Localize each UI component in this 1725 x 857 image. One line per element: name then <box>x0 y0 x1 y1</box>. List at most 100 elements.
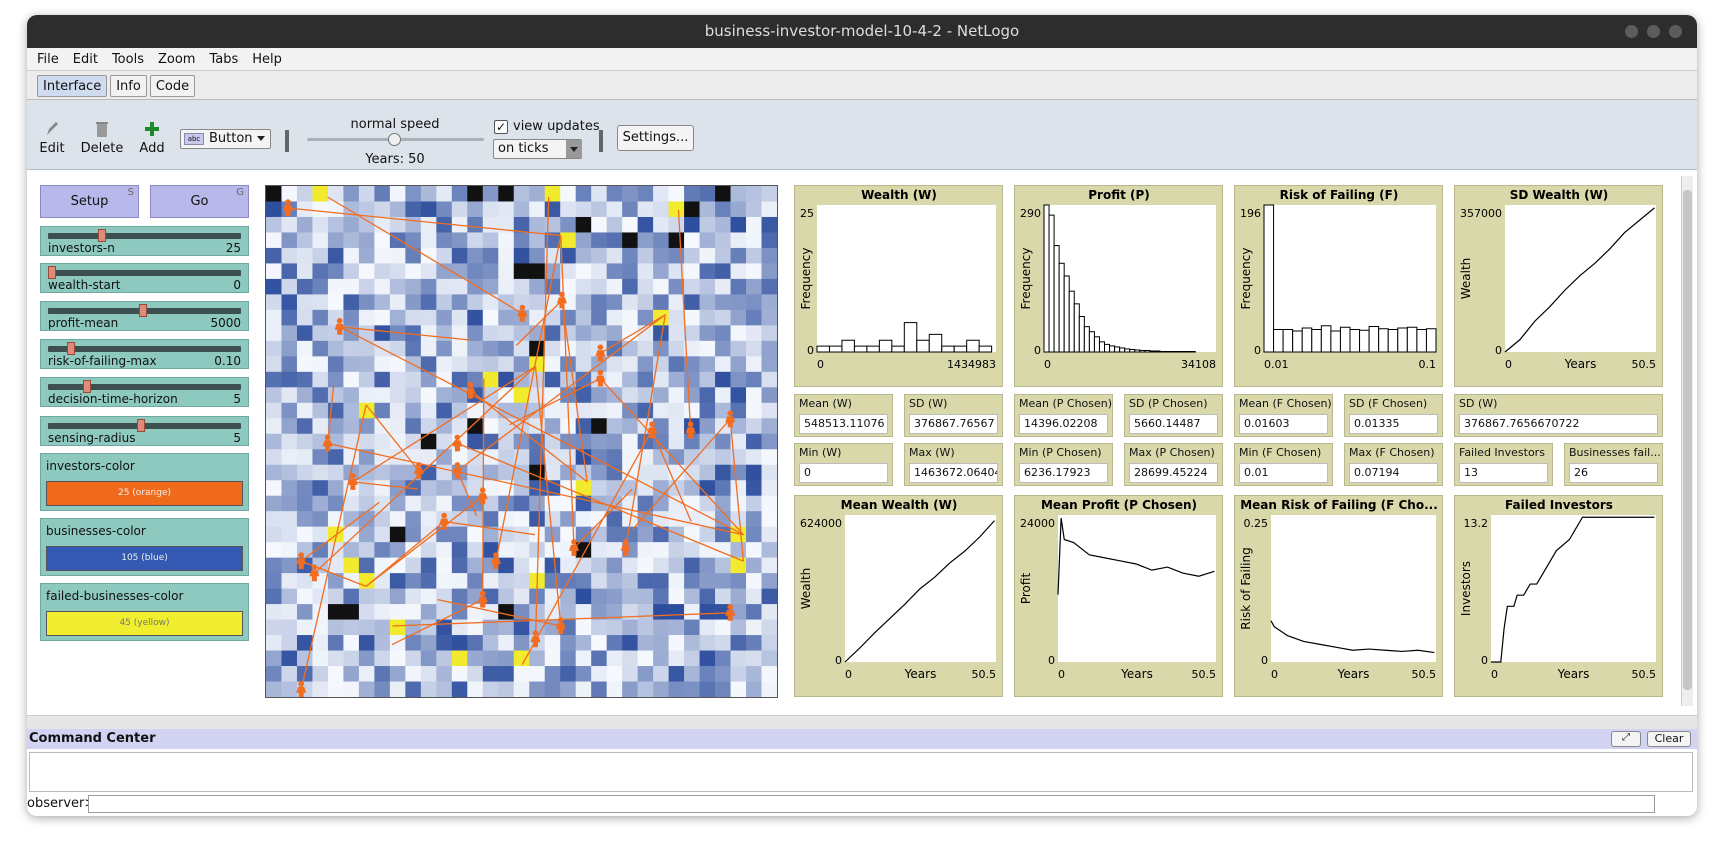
delete-icon[interactable] <box>94 120 110 138</box>
delete-label[interactable]: Delete <box>80 141 124 156</box>
slider-name: decision-time-horizon <box>48 392 178 406</box>
patch <box>451 573 468 589</box>
button-key: S <box>127 187 134 198</box>
monitor-label: SD (P Chosen) <box>1129 397 1208 410</box>
patch <box>591 433 607 450</box>
patch <box>451 557 468 574</box>
view-updates-checkbox[interactable]: ✓ <box>494 120 508 134</box>
menu-item[interactable]: Tools <box>111 51 144 67</box>
chooser-value[interactable]: 25 (orange) <box>46 481 243 506</box>
slider-knob[interactable] <box>136 419 145 432</box>
tab[interactable]: Interface <box>37 75 108 97</box>
button[interactable]: Setup S <box>40 185 139 218</box>
link <box>457 314 666 472</box>
slider-knob[interactable] <box>66 342 75 355</box>
update-mode-dropdown[interactable]: on ticks <box>493 139 582 159</box>
scrollbar-thumb[interactable] <box>1683 190 1692 690</box>
speed-slider-knob[interactable] <box>388 133 401 146</box>
patch <box>668 402 685 419</box>
patch <box>451 495 468 512</box>
patch <box>513 216 530 233</box>
patch <box>389 387 406 404</box>
slider[interactable]: wealth-start 0 <box>40 263 249 293</box>
patch <box>684 294 700 311</box>
slider-knob[interactable] <box>138 304 147 317</box>
patch <box>312 650 329 667</box>
clear-button[interactable]: Clear <box>1647 731 1691 747</box>
patch <box>358 387 375 404</box>
patch <box>281 371 298 388</box>
patch <box>327 557 344 574</box>
patch <box>420 186 437 202</box>
histogram-bar <box>1189 350 1196 353</box>
patch <box>761 573 778 589</box>
patch <box>405 340 422 357</box>
chooser[interactable]: failed-businesses-color 45 (yellow) <box>40 583 249 641</box>
plot: SD Wealth (W) Wealth Years 0 357000 0 50.5 <box>1454 185 1663 387</box>
patch <box>498 573 515 589</box>
button[interactable]: Go G <box>150 185 249 218</box>
patch <box>560 650 576 667</box>
slider[interactable]: investors-n 25 <box>40 226 249 256</box>
patch <box>343 216 360 233</box>
expand-button[interactable]: ⤢ <box>1611 731 1641 747</box>
patch <box>358 356 375 373</box>
tab[interactable]: Info <box>110 75 147 97</box>
patch <box>761 325 778 342</box>
slider-knob[interactable] <box>83 380 92 393</box>
patch <box>312 604 329 620</box>
histogram-bar <box>928 333 943 353</box>
slider[interactable]: decision-time-horizon 5 <box>40 377 249 407</box>
chooser-value[interactable]: 45 (yellow) <box>46 611 243 636</box>
menu-item[interactable]: Edit <box>72 51 98 67</box>
widget-type-dropdown[interactable]: abc Button <box>180 129 271 149</box>
patch <box>374 526 391 543</box>
patch <box>343 294 360 311</box>
plot-title: Mean Risk of Failing (F Cho... <box>1240 498 1438 512</box>
patch <box>420 294 437 311</box>
slider[interactable]: risk-of-failing-max 0.10 <box>40 339 249 369</box>
menu-item[interactable]: File <box>37 51 59 67</box>
slider-track[interactable] <box>48 270 241 276</box>
window-maximize[interactable] <box>1647 25 1660 38</box>
patch <box>312 263 329 280</box>
patch <box>312 418 329 435</box>
patch <box>544 526 561 543</box>
add-icon[interactable] <box>144 120 160 138</box>
patch <box>513 495 530 512</box>
slider-track[interactable] <box>48 346 241 352</box>
window-minimize[interactable] <box>1625 25 1638 38</box>
separator <box>285 130 289 152</box>
slider-knob[interactable] <box>48 266 56 279</box>
patch <box>529 186 546 202</box>
chooser[interactable]: investors-color 25 (orange) <box>40 453 249 511</box>
settings-button[interactable]: Settings... <box>617 125 694 151</box>
menu-item[interactable]: Help <box>252 51 282 67</box>
slider-track[interactable] <box>48 233 241 239</box>
slider[interactable]: profit-mean 5000 <box>40 301 249 331</box>
menu-item[interactable]: Tabs <box>209 51 239 67</box>
window-close[interactable] <box>1669 25 1682 38</box>
world-view[interactable] <box>265 185 778 698</box>
slider[interactable]: sensing-radius 5 <box>40 416 249 446</box>
splitter[interactable] <box>27 715 1697 729</box>
chooser[interactable]: businesses-color 105 (blue) <box>40 518 249 576</box>
patch <box>358 418 375 435</box>
add-label[interactable]: Add <box>139 141 165 156</box>
view-updates-label[interactable]: view updates <box>513 119 600 134</box>
patch <box>513 604 530 620</box>
command-input[interactable] <box>88 795 1655 813</box>
menu-item[interactable]: Zoom <box>157 51 196 67</box>
scrollbar[interactable] <box>1681 176 1693 706</box>
slider-track[interactable] <box>48 384 241 390</box>
x-tick-label: 34108 <box>1181 358 1216 371</box>
edit-label[interactable]: Edit <box>39 141 65 156</box>
patch <box>281 402 298 419</box>
edit-icon[interactable] <box>44 120 60 138</box>
chooser-value[interactable]: 105 (blue) <box>46 546 243 571</box>
tab[interactable]: Code <box>149 75 196 97</box>
patch <box>575 511 592 527</box>
patch <box>746 495 762 512</box>
slider-knob[interactable] <box>97 229 106 242</box>
patch <box>575 371 592 388</box>
